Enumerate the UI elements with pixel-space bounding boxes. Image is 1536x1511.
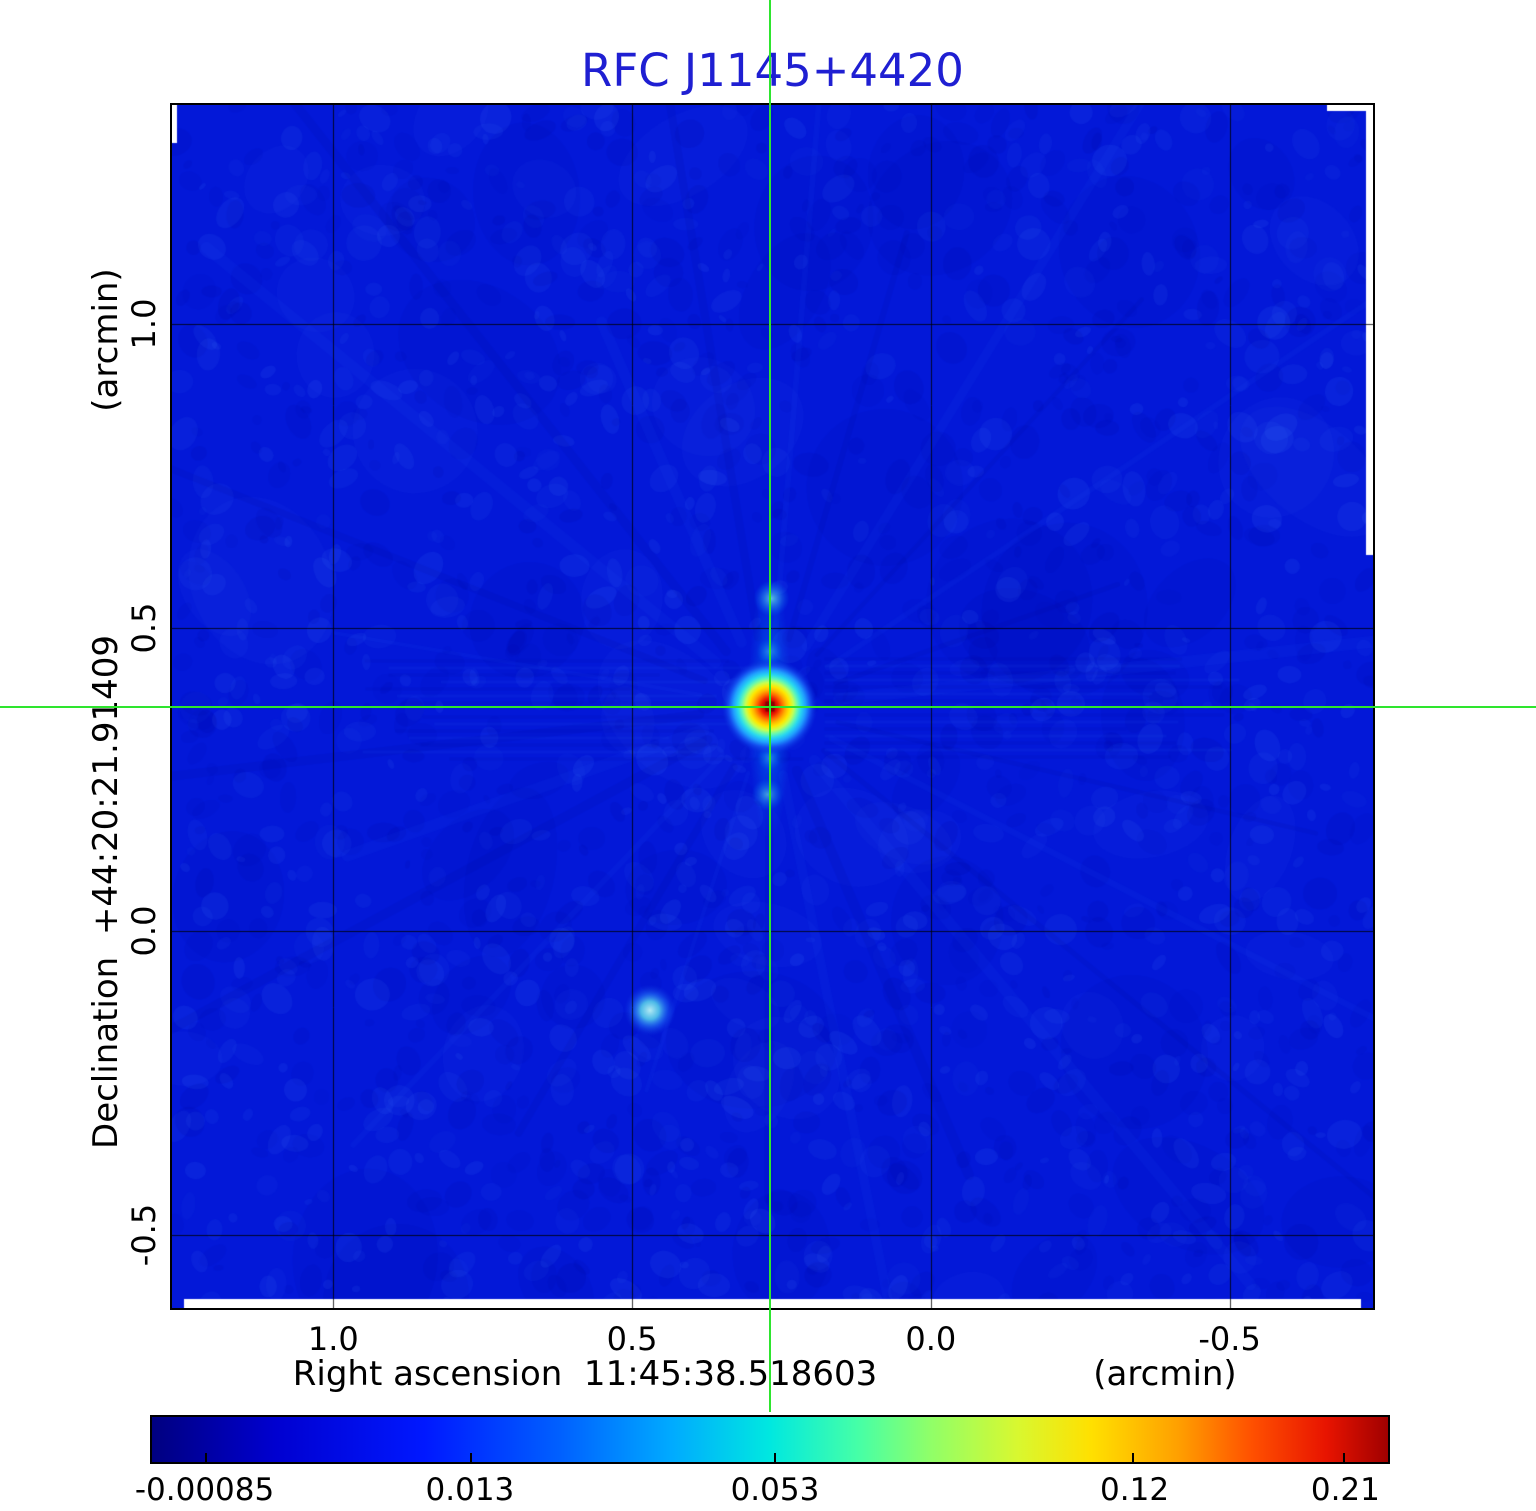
y-tick-label: 1.0 xyxy=(125,298,163,350)
colorbar-tick-label: 0.21 xyxy=(1310,1472,1380,1508)
colorbar-gradient xyxy=(152,1417,1388,1462)
colorbar-tick xyxy=(469,1453,472,1462)
figure-title: RFC J1145+4420 xyxy=(581,44,964,97)
y-tick-label: -0.5 xyxy=(125,1203,163,1267)
x-tick-label: 1.0 xyxy=(307,1320,359,1358)
x-tick-label: 0.5 xyxy=(606,1320,658,1358)
colorbar-tick-label: 0.12 xyxy=(1100,1472,1170,1508)
colorbar xyxy=(150,1415,1390,1464)
y-axis-label: Declination +44:20:21.91409 xyxy=(86,635,126,1149)
y-axis-unit-label: (arcmin) xyxy=(86,268,126,412)
x-axis-unit-label: (arcmin) xyxy=(1093,1354,1237,1394)
colorbar-tick xyxy=(773,1453,776,1462)
x-axis-label: Right ascension 11:45:38.518603 xyxy=(292,1354,878,1394)
crosshair-horizontal-line xyxy=(0,705,1536,708)
y-tick-label: 0.5 xyxy=(125,602,163,653)
colorbar-tick xyxy=(1132,1453,1135,1462)
x-tick-label: -0.5 xyxy=(1198,1320,1261,1358)
x-tick-label: 0.0 xyxy=(905,1320,957,1358)
colorbar-tick-label: -0.00085 xyxy=(134,1472,275,1508)
colorbar-tick-label: 0.013 xyxy=(425,1472,515,1508)
colorbar-tick xyxy=(205,1453,208,1462)
colorbar-tick xyxy=(1342,1453,1345,1462)
y-tick-label: 0.0 xyxy=(125,905,163,957)
colorbar-tick-label: 0.053 xyxy=(730,1472,820,1508)
